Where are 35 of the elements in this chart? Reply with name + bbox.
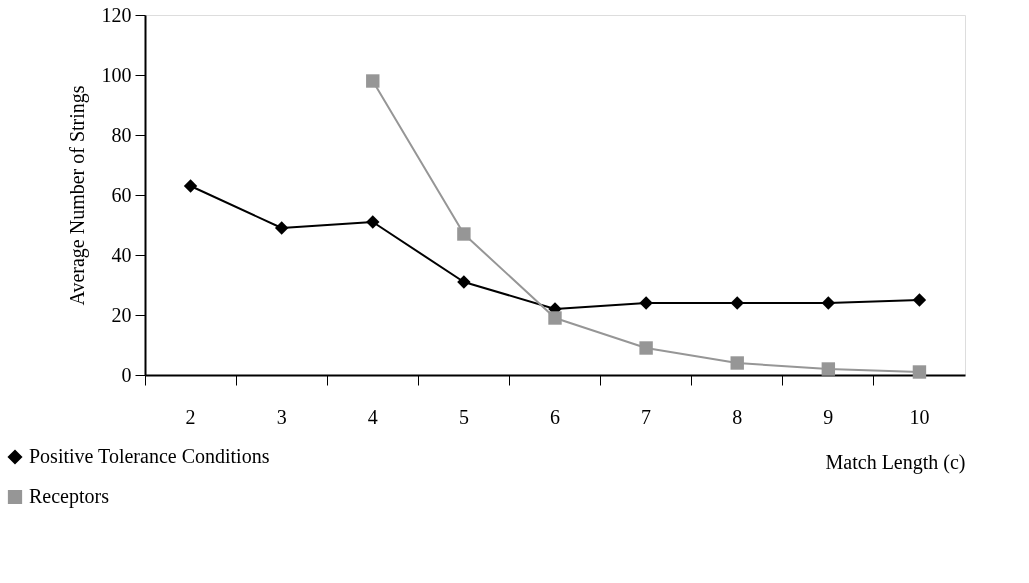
point	[183, 179, 198, 193]
x-tick-label: 2	[185, 405, 196, 428]
point	[457, 227, 471, 241]
point	[366, 74, 380, 88]
y-tick-label: 40	[111, 243, 132, 266]
x-tick-label: 8	[732, 405, 743, 428]
point	[639, 296, 653, 310]
point	[366, 215, 380, 229]
point	[548, 311, 562, 325]
y-tick-label: 60	[111, 183, 132, 206]
y-tick-label: 80	[111, 123, 132, 146]
x-tick-label: 7	[641, 405, 652, 428]
point	[912, 365, 927, 379]
point	[912, 293, 927, 307]
point	[457, 275, 471, 289]
point	[639, 341, 653, 355]
y-tick-label: 0	[121, 363, 132, 386]
point	[821, 296, 836, 310]
x-tick-label: 10	[909, 405, 930, 428]
point	[730, 296, 744, 310]
x-axis-title: Match Length (c)	[825, 450, 966, 474]
x-tick-label: 6	[550, 405, 560, 428]
legend-label: Receptors	[29, 485, 110, 508]
x-tick-label: 4	[367, 405, 378, 428]
point	[821, 362, 836, 376]
y-tick-label: 20	[111, 303, 132, 326]
legend-label: Positive Tolerance Conditions	[29, 445, 270, 467]
x-tick-label: 5	[458, 405, 469, 428]
y-tick-label: 100	[101, 63, 132, 86]
point	[274, 221, 289, 235]
y-axis-title: Average Number of Strings	[65, 85, 89, 306]
x-tick-label: 3	[276, 405, 287, 428]
x-tick-label: 9	[823, 405, 834, 428]
point	[730, 356, 744, 370]
y-tick-label: 120	[101, 3, 132, 26]
